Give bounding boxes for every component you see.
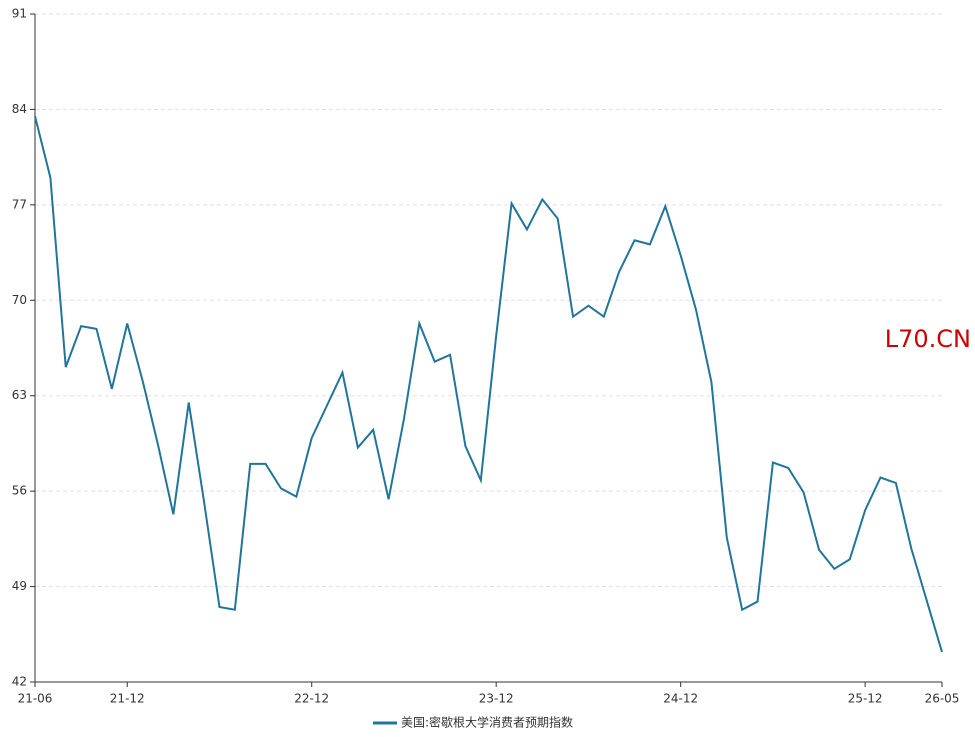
x-tick-label: 21-12: [110, 692, 145, 706]
y-tick-label: 70: [12, 293, 27, 307]
x-tick-label: 23-12: [479, 692, 514, 706]
y-tick-label: 49: [12, 579, 27, 593]
series-line: [34, 116, 943, 653]
y-tick-label: 42: [12, 675, 27, 689]
y-tick-label: 56: [12, 484, 27, 498]
x-tick-label: 26-05: [925, 692, 960, 706]
y-tick-label: 91: [12, 7, 27, 21]
legend-item: 美国:密歇根大学消费者预期指数: [373, 715, 573, 730]
y-tick-label: 84: [12, 102, 27, 116]
y-tick-label: 77: [12, 197, 27, 211]
legend-label: 美国:密歇根大学消费者预期指数: [401, 715, 573, 730]
x-tick-label: 21-06: [18, 692, 53, 706]
x-tick-label: 24-12: [663, 692, 698, 706]
y-tick-label: 63: [12, 388, 27, 402]
x-tick-label: 22-12: [294, 692, 329, 706]
x-tick-label: 25-12: [848, 692, 883, 706]
watermark: L70.CN: [885, 325, 971, 353]
